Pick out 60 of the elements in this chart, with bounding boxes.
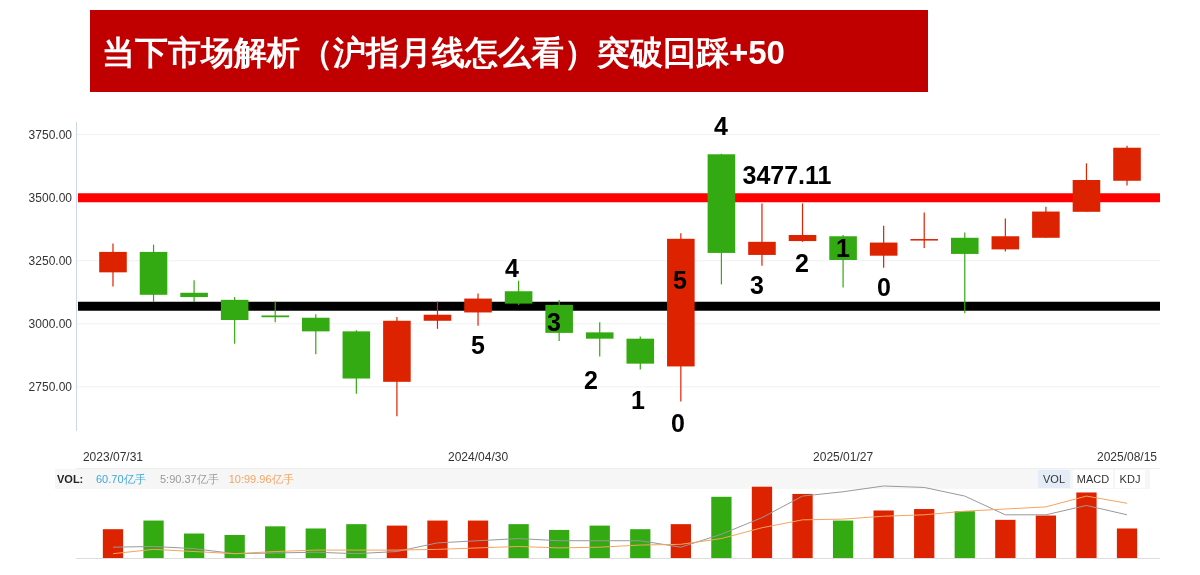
chart-title: 当下市场解析（沪指月线怎么看）突破回踩+50 — [102, 34, 785, 71]
text: KDJ — [1119, 473, 1141, 485]
y-tick-label: 3250.00 — [28, 253, 73, 268]
candlestick — [788, 202, 817, 243]
annotation: 5 — [471, 330, 486, 359]
annotation: 0 — [671, 408, 685, 437]
annotation: 5 — [673, 265, 688, 294]
bar — [467, 520, 489, 558]
bar — [589, 525, 610, 558]
annotation: 3 — [547, 307, 561, 336]
chart-title: VOL: — [57, 473, 84, 485]
candlestick — [180, 279, 208, 303]
x-tick-label: 2023/07/31 — [82, 450, 144, 464]
bar — [995, 519, 1016, 558]
bar — [751, 486, 773, 558]
candlestick — [910, 211, 938, 249]
annotation: 2 — [584, 365, 598, 394]
bar — [873, 510, 894, 558]
candlestick — [585, 321, 614, 358]
y-tick-label: 3750.00 — [28, 127, 73, 142]
bar — [1076, 492, 1097, 558]
bar — [670, 524, 691, 558]
y-tick-label: 3000.00 — [28, 316, 73, 331]
annotation: 2 — [795, 248, 809, 277]
text: 10:99.96亿手 — [228, 473, 294, 485]
annotation: 0 — [877, 272, 891, 301]
bar — [265, 526, 286, 558]
y-tick-label: 3500.00 — [28, 190, 73, 205]
x-tick-label: 2025/01/27 — [813, 450, 874, 464]
bar — [1035, 515, 1057, 558]
text: 60.70亿手 — [96, 473, 146, 485]
x-tick-label: 2024/04/30 — [448, 450, 509, 464]
bar — [954, 511, 975, 558]
bar — [549, 529, 570, 558]
candlestick — [261, 301, 290, 323]
annotation: 1 — [631, 385, 646, 414]
bar — [305, 528, 326, 558]
bar — [1116, 528, 1138, 558]
x-tick-label: 2025/08/15 — [1096, 450, 1158, 464]
bar — [102, 529, 124, 558]
annotation: 4 — [505, 253, 520, 282]
bar — [711, 496, 732, 558]
bar — [224, 534, 245, 558]
bar — [427, 520, 448, 558]
annotation: 4 — [714, 111, 729, 140]
bar — [630, 529, 651, 558]
bar — [346, 524, 367, 558]
text: 5:90.37亿手 — [160, 473, 219, 485]
bar — [914, 509, 935, 558]
annotation: 3477.11 — [742, 160, 832, 189]
y-tick-label: 2750.00 — [28, 379, 73, 394]
bar — [143, 520, 164, 558]
text: VOL — [1042, 473, 1066, 485]
bar — [832, 520, 854, 558]
candlestick — [423, 301, 452, 330]
bar — [508, 524, 529, 558]
text: MACD — [1076, 473, 1110, 485]
annotation: 1 — [836, 233, 851, 262]
annotation: 3 — [750, 270, 764, 299]
bar — [792, 493, 813, 558]
